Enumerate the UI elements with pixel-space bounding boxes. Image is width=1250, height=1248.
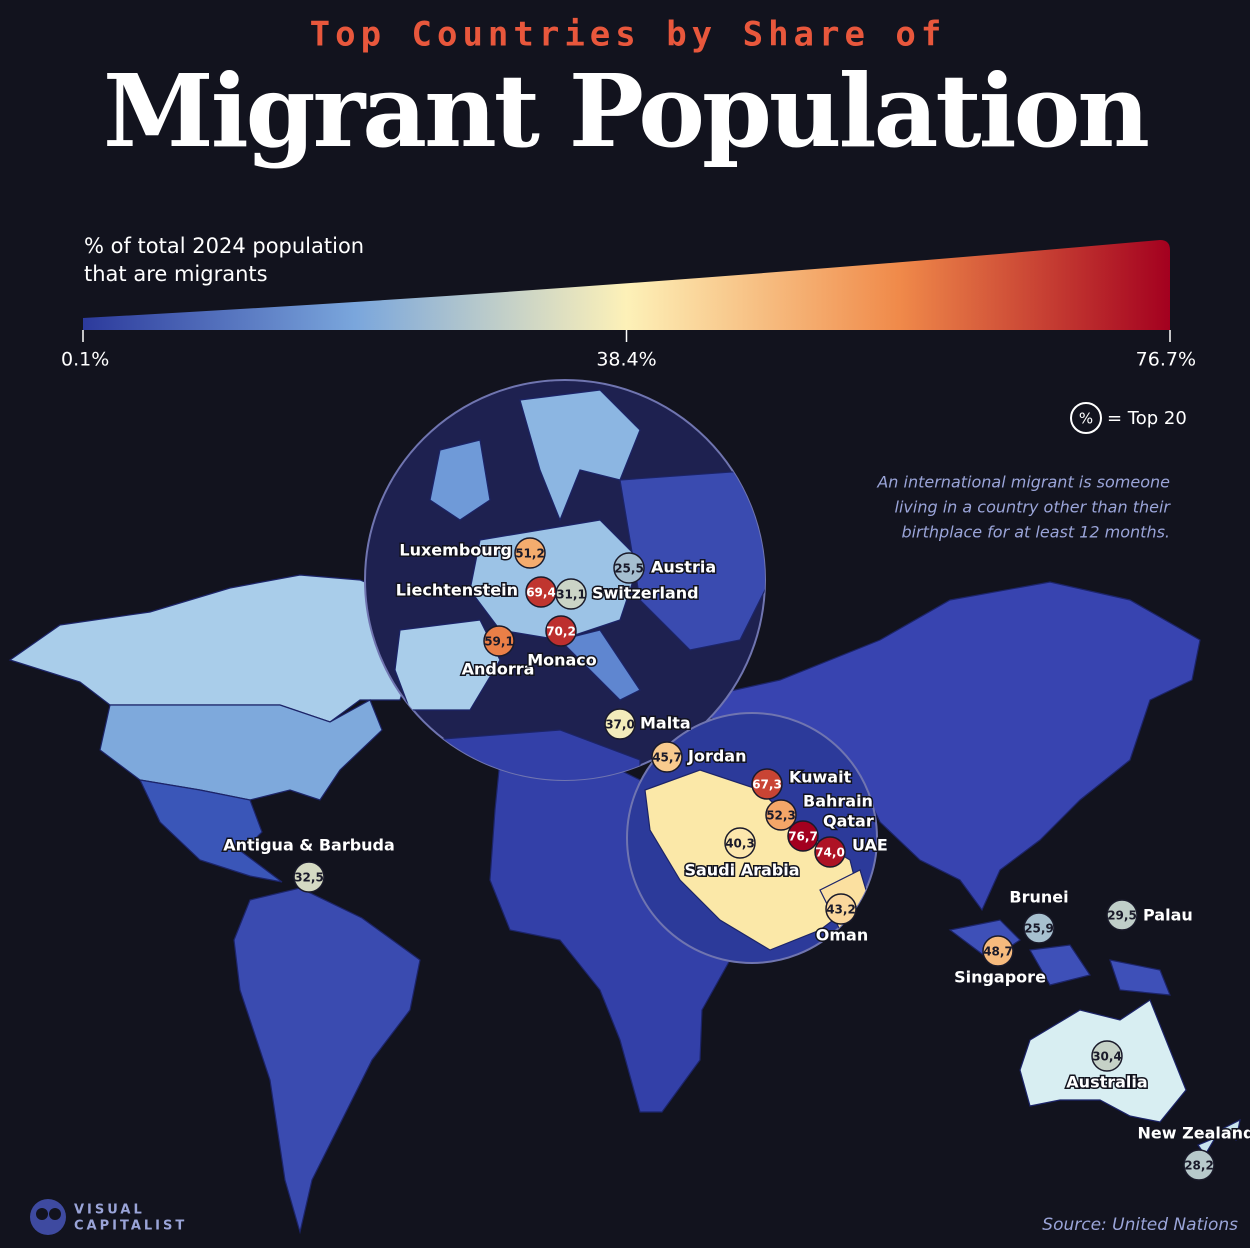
marker-value: 37,0 [605, 718, 635, 732]
country-marker [814, 836, 846, 868]
country-marker [751, 768, 783, 800]
note: An international migrant is someone [876, 473, 1170, 492]
country-name: Oman [816, 926, 868, 945]
country-name: Kuwait [789, 768, 852, 787]
brand: CAPITALIST [74, 1219, 187, 1234]
country-name: Saudi Arabia [684, 861, 799, 880]
marker-value: 32,5 [294, 871, 324, 885]
country-marker [1023, 912, 1055, 944]
scale-tick-label: 76.7% [1136, 349, 1196, 371]
marker-value: 43,2 [826, 903, 856, 917]
country-name: Austria [651, 558, 716, 577]
brand-logo [30, 1199, 66, 1235]
country-name: Palau [1143, 906, 1193, 925]
country-marker [555, 578, 587, 610]
country-name: New Zealand [1138, 1124, 1250, 1143]
country-marker [765, 799, 797, 831]
marker-value: 45,7 [652, 751, 682, 765]
marker-value: 25,5 [614, 562, 644, 576]
marker-value: 28,2 [1184, 1159, 1214, 1173]
country-name: Qatar [823, 812, 874, 831]
marker-value: 30,4 [1092, 1050, 1122, 1064]
country-marker [293, 861, 325, 893]
marker-value: 31,1 [556, 588, 586, 602]
country-marker [613, 552, 645, 584]
country-name: Andorra [462, 660, 535, 679]
country-marker [514, 537, 546, 569]
country-name: Jordan [687, 747, 746, 766]
marker-value: 70,2 [546, 625, 576, 639]
top20-text: = Top 20 [1107, 408, 1187, 429]
country-marker [1091, 1040, 1123, 1072]
country-name: Brunei [1009, 888, 1068, 907]
marker-value: 51,2 [515, 547, 545, 561]
country-marker [1183, 1149, 1215, 1181]
marker-value: 76,7 [788, 830, 818, 844]
country-marker [787, 820, 819, 852]
country-marker [1106, 899, 1138, 931]
legend-label: that are migrants [84, 262, 268, 286]
world-map [8, 574, 1241, 1235]
title: Migrant Population [103, 52, 1148, 170]
marker-value: 29,5 [1107, 909, 1137, 923]
note: birthplace for at least 12 months. [901, 523, 1170, 542]
marker-value: 69,4 [526, 586, 556, 600]
marker-value: 48,7 [983, 945, 1013, 959]
brand: VISUAL [74, 1203, 145, 1218]
source: Source: United Nations [1042, 1215, 1238, 1235]
scale-tick-label: 38.4% [596, 349, 656, 371]
country-marker [483, 625, 515, 657]
country-marker [545, 615, 577, 647]
kicker: Top Countries by Share of [310, 15, 947, 55]
marker-value: 67,3 [752, 778, 782, 792]
country-name: Australia [1066, 1073, 1147, 1092]
top20-symbol-circle [1070, 402, 1102, 434]
country-name: Singapore [954, 968, 1046, 987]
top20-symbol: % [1079, 410, 1093, 428]
marker-value: 25,9 [1024, 922, 1054, 936]
country-marker [825, 893, 857, 925]
legend-label: % of total 2024 population [84, 234, 364, 258]
country-marker [724, 827, 756, 859]
country-name: Liechtenstein [396, 581, 518, 600]
country-name: Monaco [527, 651, 597, 670]
country-name: Malta [640, 714, 691, 733]
scale-ticks: 0.1% 38.4% 76.7% [61, 330, 1196, 371]
marker-value: 52,3 [766, 809, 796, 823]
country-name: Switzerland [592, 584, 699, 603]
country-marker [651, 741, 683, 773]
country-name: Luxembourg [399, 541, 512, 560]
marker-value: 74,0 [815, 846, 845, 860]
color-scale [83, 240, 1170, 330]
country-name: Bahrain [803, 792, 873, 811]
country-name: Antigua & Barbuda [223, 836, 395, 855]
scale-tick-label: 0.1% [61, 349, 109, 371]
note: living in a country other than their [895, 498, 1172, 517]
country-marker [982, 935, 1014, 967]
marker-value: 59,1 [484, 635, 514, 649]
country-marker [604, 708, 636, 740]
marker-value: 40,3 [725, 837, 755, 851]
country-name: UAE [852, 836, 888, 855]
